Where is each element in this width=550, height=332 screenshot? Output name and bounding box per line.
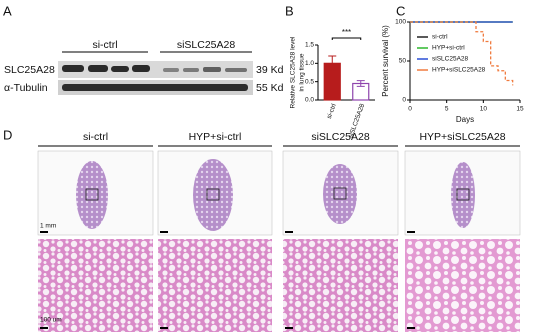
panel-label: A: [3, 3, 12, 18]
size-label: 55 Kd: [256, 82, 284, 94]
column-header: si-ctrl: [83, 131, 108, 143]
size-label: 39 Kd: [256, 64, 284, 76]
legend-label: HYP+si-ctrl: [432, 45, 465, 52]
scale-bar: [407, 231, 415, 233]
group-label: siSLC25A28: [177, 39, 236, 51]
western-blot: [58, 61, 253, 95]
scale-bar: [285, 327, 293, 329]
y-axis-label: Relative SLC25A28 level: [290, 36, 297, 108]
zoom-box: [206, 188, 220, 201]
error-bar: [328, 55, 337, 72]
lung-section: [451, 162, 475, 228]
protein-label: SLC25A28: [4, 64, 55, 76]
scale-bar: [407, 327, 415, 329]
detail-image: [38, 239, 153, 332]
y-axis-label: Percent survival (%): [381, 25, 390, 97]
y-tick-label: 50: [399, 58, 407, 65]
x-tick-label: 5: [445, 106, 449, 113]
scale-label: 1 mm: [40, 223, 56, 230]
zoom-box: [85, 188, 99, 201]
legend-label: HYP+siSLC25A28: [432, 67, 486, 74]
y-tick-label: 0.0: [305, 97, 314, 104]
lung-section: [323, 164, 357, 224]
x-axis-label: Days: [456, 115, 474, 124]
significance-label: ***: [342, 28, 351, 37]
panel-label: D: [3, 127, 12, 142]
y-tick-label: 0.5: [305, 78, 314, 85]
zoom-box: [333, 187, 347, 200]
legend-label: siSLC25A28: [432, 56, 469, 63]
protein-label: α-Tubulin: [4, 82, 48, 94]
scale-bar: [285, 231, 293, 233]
column-header: siSLC25A28: [311, 131, 370, 143]
error-bar: [356, 80, 365, 87]
y-tick-label: 0: [402, 97, 406, 104]
column-header: HYP+siSLC25A28: [419, 131, 505, 143]
scale-label: 100 um: [40, 317, 62, 324]
detail-image: [405, 239, 520, 332]
x-tick-label: 10: [480, 106, 488, 113]
y-tick-label: 1.0: [305, 60, 314, 67]
scale-bar: [40, 327, 48, 329]
group-label: si-ctrl: [92, 39, 117, 51]
scale-bar: [160, 231, 168, 233]
y-tick-label: 100: [395, 19, 406, 26]
y-tick-label: 1.5: [305, 42, 314, 49]
scale-bar: [160, 327, 168, 329]
significance-bracket: [331, 37, 362, 40]
panel-label: C: [396, 3, 405, 18]
panel-label: B: [285, 3, 294, 18]
lung-section: [193, 159, 233, 231]
column-header: HYP+si-ctrl: [189, 131, 242, 143]
zoom-box: [456, 188, 470, 201]
x-tick-label: si-ctrl: [326, 102, 338, 120]
legend-label: si-ctrl: [432, 34, 448, 41]
detail-image: [158, 239, 272, 332]
detail-image: [283, 239, 398, 332]
survival-line: [410, 21, 514, 86]
y-axis-label: in lung tissue: [299, 53, 306, 91]
scale-bar: [40, 231, 48, 233]
lung-section: [76, 161, 108, 229]
x-tick-label: 15: [516, 106, 524, 113]
x-tick-label: 0: [408, 106, 412, 113]
